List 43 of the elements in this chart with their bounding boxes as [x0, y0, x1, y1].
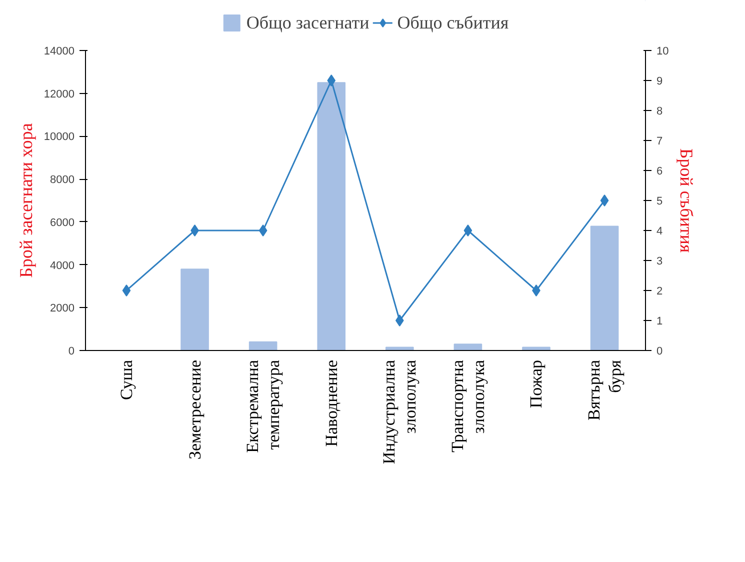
point — [258, 224, 268, 236]
y-tick-label: 4000 — [50, 260, 75, 272]
y2-tick-label: 5 — [656, 196, 663, 208]
bar — [248, 341, 278, 350]
y-tick-label: 0 — [68, 346, 75, 358]
point — [464, 224, 472, 236]
y2-tick-label: 8 — [656, 106, 663, 118]
y-tick-label: 6000 — [50, 216, 75, 229]
x-tick-label: Екстремална температура — [243, 360, 284, 453]
point — [122, 284, 131, 296]
y2-tick-label: 0 — [656, 346, 663, 358]
point — [600, 194, 609, 206]
bar — [454, 344, 482, 350]
x-tick-label: Наводнение — [322, 360, 341, 447]
x-tick-label: Пожар — [526, 360, 546, 408]
legend-label: Общо събития — [397, 12, 509, 33]
point — [327, 74, 336, 86]
y-tick-label: 8000 — [50, 174, 75, 186]
y2-tick-label: 3 — [656, 256, 663, 268]
point — [395, 314, 404, 326]
y-tick-label: 12000 — [44, 88, 75, 100]
y2-tick-label: 10 — [656, 46, 669, 58]
legend-label: Общо засегнати — [246, 12, 370, 33]
y2-tick-label: 7 — [656, 136, 663, 148]
y-tick-label: 10000 — [44, 131, 75, 144]
y2-tick-label: 9 — [656, 76, 663, 88]
x-tick-label: Вятърна буря — [584, 360, 624, 421]
bar — [180, 268, 209, 350]
y2-tick-label: 6 — [656, 166, 663, 178]
x-tick-label: Суша — [116, 360, 136, 400]
point — [532, 284, 540, 296]
y2-tick-label: 2 — [656, 286, 663, 298]
point — [190, 224, 199, 236]
y-tick-label: 2000 — [50, 302, 75, 315]
y2-axis-title: Брой събития — [676, 148, 697, 253]
x-tick-label: Земетресение — [185, 360, 204, 460]
bar — [590, 226, 619, 350]
y-axis-title: Брой засегнати хора — [16, 123, 36, 278]
y2-tick-label: 1 — [656, 316, 663, 328]
bar — [317, 82, 346, 350]
x-tick-label: Индустриална злополука — [380, 360, 420, 464]
y-tick-label: 14000 — [44, 46, 75, 58]
y2-tick-label: 4 — [656, 226, 663, 238]
